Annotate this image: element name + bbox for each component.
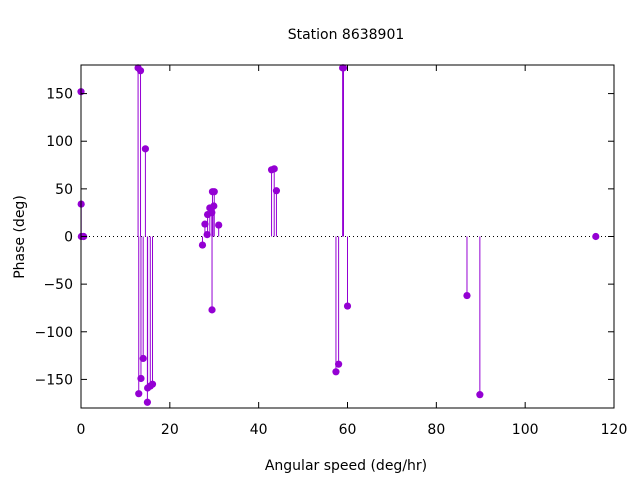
data-point <box>335 360 343 368</box>
data-point <box>343 302 352 310</box>
x-tick-label: 40 <box>250 422 268 438</box>
data-point <box>272 187 281 195</box>
x-axis-ticks: 0 20 40 60 80 100 120 <box>77 65 628 438</box>
y-tick-label: 0 <box>64 230 73 246</box>
point-layer <box>77 64 600 406</box>
data-point <box>463 291 471 300</box>
data-point <box>137 374 145 383</box>
data-point <box>215 221 223 229</box>
x-tick-label: 60 <box>339 422 357 438</box>
data-point <box>339 64 348 72</box>
x-tick-label: 100 <box>512 422 539 438</box>
x-tick-label: 20 <box>161 422 179 438</box>
data-point <box>139 354 147 363</box>
data-point <box>270 165 278 173</box>
y-axis-label: Phase (deg) <box>12 195 28 279</box>
data-point <box>592 232 600 241</box>
chart-title: Station 8638901 <box>288 27 405 43</box>
y-tick-label: 150 <box>46 87 73 103</box>
x-tick-label: 0 <box>77 422 86 438</box>
data-point <box>210 202 218 210</box>
data-point <box>208 209 216 217</box>
y-tick-label: −100 <box>35 325 73 341</box>
y-axis-ticks: −150 −100 −50 0 50 100 150 <box>35 87 614 388</box>
data-point <box>210 188 218 196</box>
x-axis-label: Angular speed (deg/hr) <box>265 458 427 474</box>
data-point <box>208 306 216 314</box>
data-point <box>143 398 152 406</box>
data-point <box>141 145 150 153</box>
data-point <box>332 368 340 376</box>
y-tick-label: 100 <box>46 134 73 150</box>
data-point <box>203 230 211 239</box>
data-point <box>148 380 157 388</box>
x-tick-label: 80 <box>427 422 445 438</box>
x-tick-label: 120 <box>601 422 628 438</box>
data-point <box>201 220 209 228</box>
data-point <box>476 391 484 399</box>
y-tick-label: −150 <box>35 372 73 388</box>
data-point <box>198 241 207 249</box>
data-point <box>135 390 143 398</box>
y-tick-label: 50 <box>55 182 73 198</box>
data-point <box>136 67 145 75</box>
y-tick-label: −50 <box>43 277 73 293</box>
